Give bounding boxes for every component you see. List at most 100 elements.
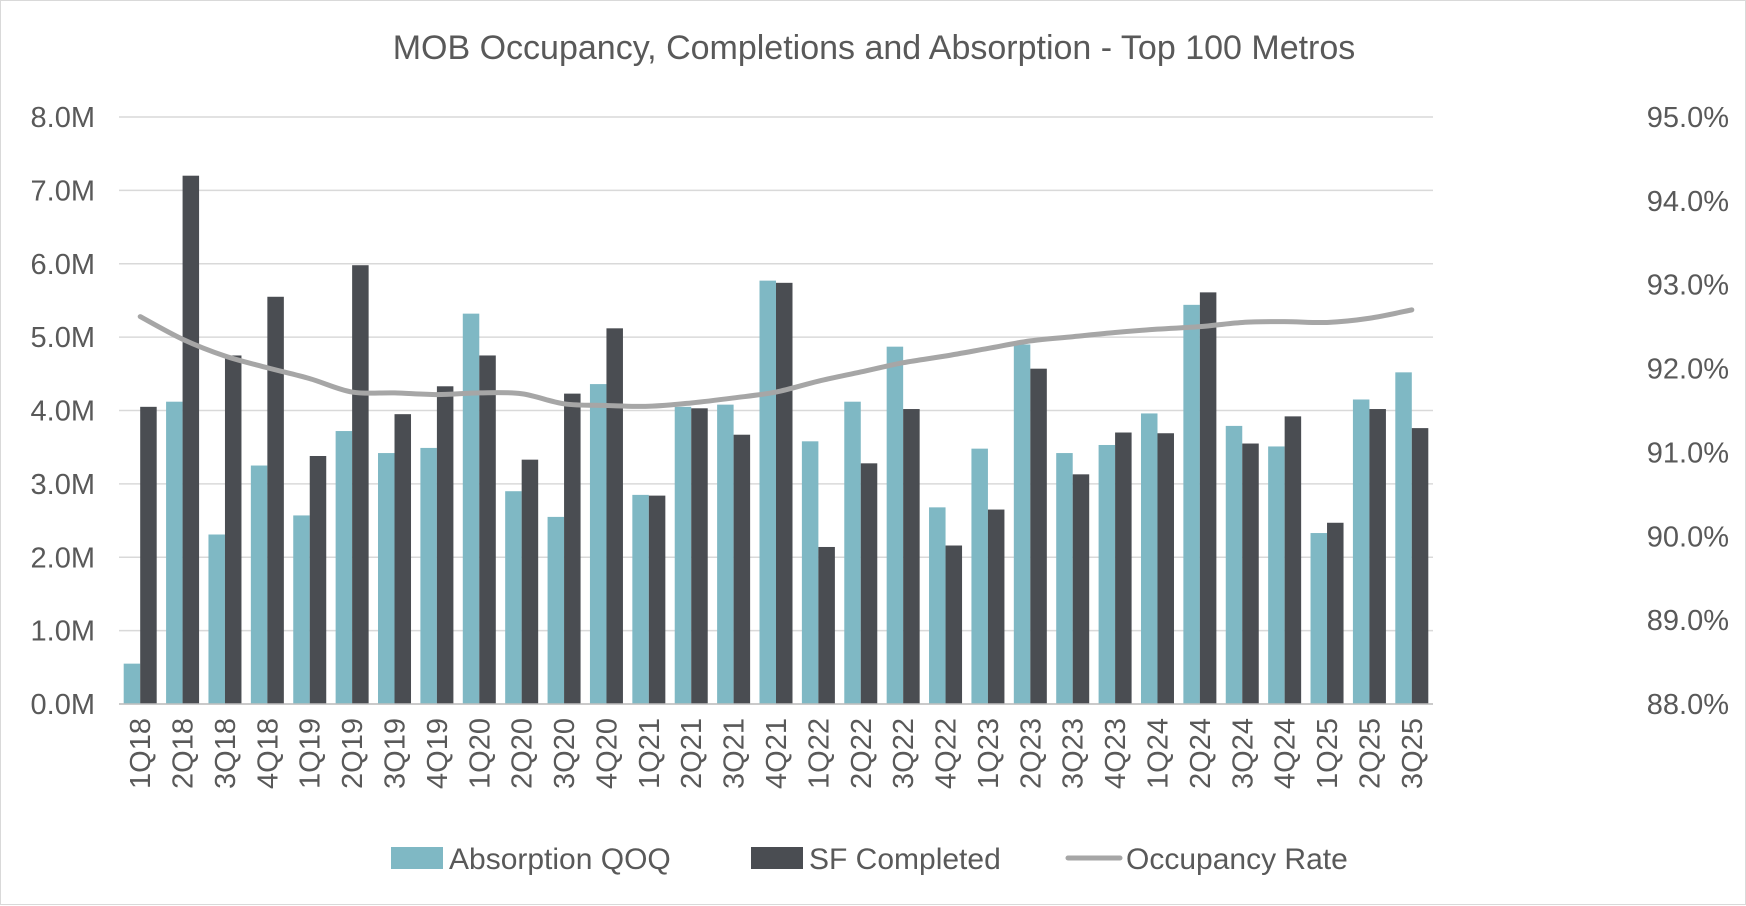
x-tick-label: 1Q21 — [634, 718, 666, 789]
x-tick-label: 1Q24 — [1142, 718, 1174, 789]
bar-sf-completed — [1411, 428, 1429, 704]
x-tick-label: 3Q23 — [1058, 718, 1090, 789]
bar-absorption-qoq — [123, 663, 141, 704]
bar-absorption-qoq — [505, 491, 522, 704]
x-tick-label: 2Q24 — [1185, 718, 1217, 789]
left-tick-label: 6.0M — [31, 249, 95, 281]
bar-sf-completed — [691, 408, 708, 704]
bar-sf-completed — [1327, 522, 1344, 704]
x-tick-label: 2Q18 — [168, 718, 200, 789]
legend-label-sf-completed: SF Completed — [809, 843, 1001, 876]
right-tick-label: 94.0% — [1647, 186, 1729, 218]
bar-sf-completed — [352, 265, 369, 704]
bar-absorption-qoq — [886, 346, 904, 704]
bar-absorption-qoq — [1352, 399, 1370, 704]
x-tick-label: 2Q23 — [1015, 718, 1047, 789]
bar-absorption-qoq — [674, 406, 692, 704]
chart-title: MOB Occupancy, Completions and Absorptio… — [393, 29, 1356, 67]
bar-absorption-qoq — [420, 447, 437, 704]
bar-sf-completed — [564, 393, 581, 704]
bar-absorption-qoq — [1183, 304, 1200, 704]
x-tick-label: 1Q20 — [464, 718, 496, 789]
x-tick-label: 2Q20 — [507, 718, 539, 789]
legend: Absorption QOQ SF Completed Occupancy Rate — [391, 843, 1348, 876]
bar-sf-completed — [903, 409, 920, 704]
bar-absorption-qoq — [547, 516, 565, 704]
bar-absorption-qoq — [1140, 413, 1158, 704]
bar-sf-completed — [1157, 433, 1174, 704]
bar-sf-completed — [606, 328, 623, 704]
bar-sf-completed — [436, 386, 454, 704]
bar-sf-completed — [309, 455, 327, 704]
left-axis: 0.0M 1.0M 2.0M 3.0M 4.0M 5.0M 6.0M 7.0M 8.0M — [31, 102, 95, 721]
left-tick-label: 0.0M — [31, 689, 95, 721]
legend-label-occupancy: Occupancy Rate — [1126, 843, 1348, 876]
x-tick-label: 3Q22 — [888, 718, 920, 789]
bar-sf-completed — [140, 406, 157, 704]
x-tick-label: 3Q19 — [380, 718, 412, 789]
bar-absorption-qoq — [801, 441, 819, 704]
left-tick-label: 8.0M — [31, 102, 95, 134]
bar-absorption-qoq — [589, 384, 607, 704]
left-tick-label: 2.0M — [31, 542, 95, 574]
left-tick-label: 5.0M — [31, 322, 95, 354]
bar-absorption-qoq — [844, 401, 861, 704]
bar-absorption-qoq — [971, 448, 988, 704]
bar-sf-completed — [860, 463, 878, 704]
bar-sf-completed — [1199, 292, 1217, 704]
bar-absorption-qoq — [1056, 453, 1073, 704]
bar-sf-completed — [945, 545, 963, 704]
legend-swatch-sf-completed — [751, 847, 803, 869]
right-tick-label: 91.0% — [1647, 437, 1729, 469]
x-tick-label: 1Q19 — [295, 718, 327, 789]
x-tick-label: 4Q20 — [591, 718, 623, 789]
bars — [123, 175, 1429, 704]
x-tick-label: 2Q21 — [676, 718, 708, 789]
x-tick-label: 4Q24 — [1270, 718, 1302, 789]
bar-absorption-qoq — [293, 515, 310, 704]
right-tick-label: 88.0% — [1647, 689, 1729, 721]
x-tick-label: 3Q21 — [719, 718, 751, 789]
bar-absorption-qoq — [1395, 372, 1412, 704]
x-tick-label: 1Q22 — [803, 718, 835, 789]
left-tick-label: 3.0M — [31, 469, 95, 501]
bar-absorption-qoq — [1013, 344, 1031, 704]
x-tick-label: 1Q25 — [1312, 718, 1344, 789]
bar-sf-completed — [1369, 409, 1386, 704]
right-tick-label: 92.0% — [1647, 354, 1729, 386]
bar-absorption-qoq — [208, 534, 225, 704]
x-tick-label: 3Q24 — [1227, 718, 1259, 789]
bar-absorption-qoq — [1225, 425, 1243, 704]
left-tick-label: 7.0M — [31, 175, 95, 207]
bar-absorption-qoq — [335, 431, 353, 704]
legend-swatch-absorption — [391, 847, 443, 869]
x-tick-label: 4Q21 — [761, 718, 793, 789]
bar-sf-completed — [267, 296, 284, 704]
left-tick-label: 1.0M — [31, 616, 95, 648]
bar-sf-completed — [1284, 416, 1302, 704]
bar-sf-completed — [733, 434, 751, 704]
x-tick-label: 4Q19 — [422, 718, 454, 789]
bar-sf-completed — [818, 546, 835, 704]
bar-absorption-qoq — [717, 404, 734, 704]
bar-absorption-qoq — [929, 507, 946, 704]
bar-sf-completed — [479, 355, 496, 704]
legend-label-absorption: Absorption QOQ — [449, 843, 671, 876]
bar-sf-completed — [182, 175, 200, 704]
occupancy-rate-line — [137, 307, 1415, 409]
bar-sf-completed — [648, 495, 666, 704]
x-tick-label: 3Q18 — [210, 718, 242, 789]
x-tick-label: 2Q25 — [1354, 718, 1386, 789]
bar-absorption-qoq — [632, 494, 649, 704]
x-tick-label: 2Q19 — [337, 718, 369, 789]
x-axis: 1Q18 2Q18 3Q18 4Q18 1Q19 2Q19 3Q19 4Q19 1Q20 2Q20… — [119, 703, 1433, 789]
right-tick-label: 90.0% — [1647, 521, 1729, 553]
x-tick-label: 4Q23 — [1100, 718, 1132, 789]
bar-sf-completed — [776, 282, 793, 704]
bar-sf-completed — [1242, 443, 1259, 704]
bar-sf-completed — [1030, 368, 1047, 704]
x-tick-label: 2Q22 — [846, 718, 878, 789]
bar-sf-completed — [224, 355, 242, 704]
right-axis: 88.0% 89.0% 90.0% 91.0% 92.0% 93.0% 94.0% 95.0% — [1647, 102, 1729, 721]
